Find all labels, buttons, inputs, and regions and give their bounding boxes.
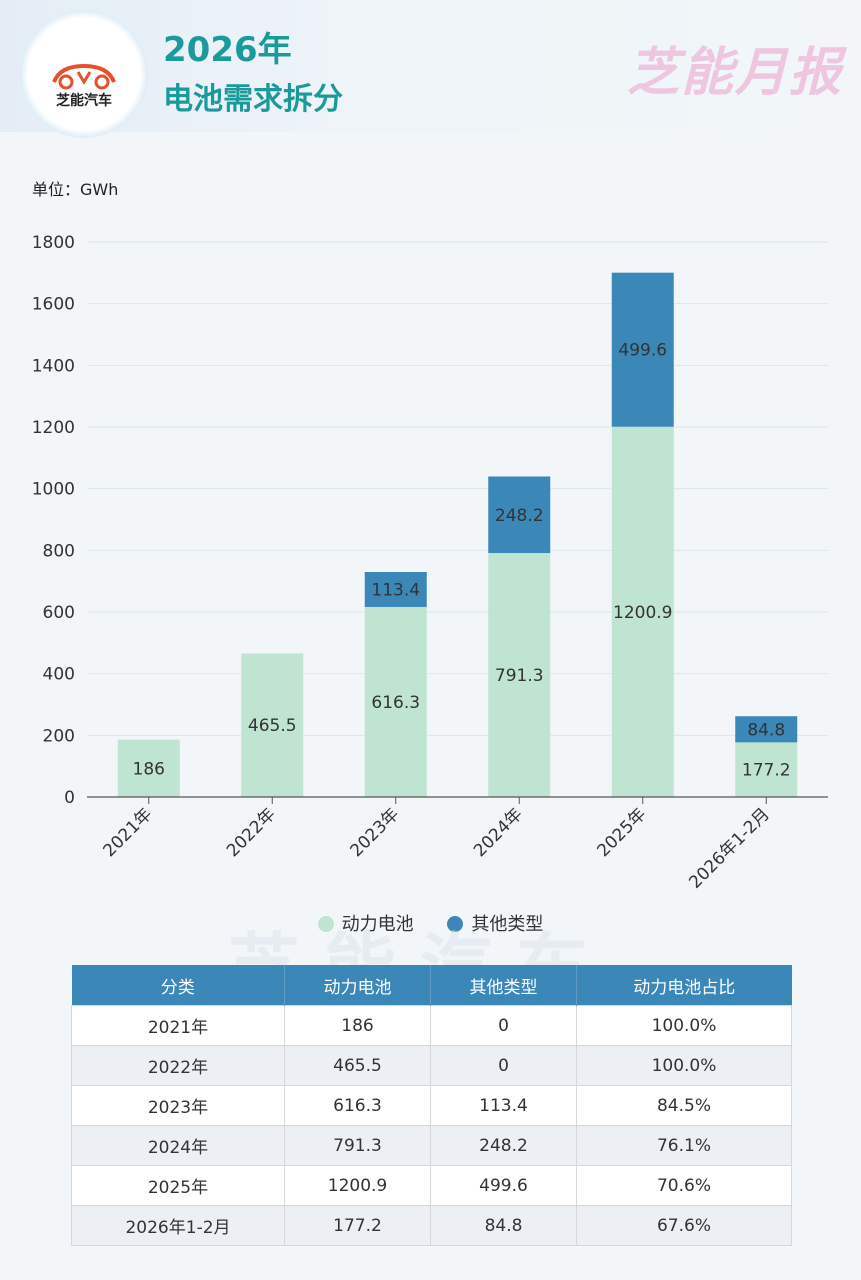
y-tick-label: 800 bbox=[43, 541, 75, 561]
data-label: 113.4 bbox=[371, 580, 420, 600]
data-label: 616.3 bbox=[371, 693, 420, 713]
table-row: 2025年 1200.9 499.6 70.6% bbox=[71, 1165, 792, 1206]
table-cell: 67.6% bbox=[576, 1205, 792, 1246]
table-cell: 2021年 bbox=[71, 1005, 285, 1046]
y-tick-label: 1000 bbox=[32, 480, 75, 500]
y-tick-label: 600 bbox=[43, 603, 75, 623]
bar-other bbox=[488, 476, 551, 554]
table-cell: 248.2 bbox=[430, 1125, 577, 1166]
logo-inner: 芝能汽车 bbox=[38, 28, 130, 120]
bar-power bbox=[735, 742, 798, 797]
table-header-cell: 分类 bbox=[71, 965, 285, 1006]
y-tick-label: 200 bbox=[43, 726, 75, 746]
x-tick-label: 2022年 bbox=[223, 804, 280, 861]
y-tick-label: 1600 bbox=[32, 295, 75, 315]
table-cell: 84.8 bbox=[430, 1205, 577, 1246]
logo-badge: 芝能汽车 bbox=[20, 10, 148, 138]
table-cell: 791.3 bbox=[284, 1125, 431, 1166]
table-cell: 2026年1-2月 bbox=[71, 1205, 285, 1246]
table-header-row: 分类 动力电池 其他类型 动力电池占比 bbox=[71, 965, 792, 1006]
x-tick-label: 2026年1-2月 bbox=[685, 804, 773, 892]
data-label: 177.2 bbox=[742, 761, 791, 781]
table-row: 2023年 616.3 113.4 84.5% bbox=[71, 1085, 792, 1126]
car-logo-icon bbox=[52, 63, 116, 90]
table-cell: 113.4 bbox=[430, 1085, 577, 1126]
data-label: 499.6 bbox=[618, 341, 667, 361]
data-label: 248.2 bbox=[495, 506, 544, 526]
legend-label-power: 动力电池 bbox=[341, 914, 414, 935]
table-cell: 499.6 bbox=[430, 1165, 577, 1206]
table-cell: 186 bbox=[284, 1005, 431, 1046]
legend-swatch-other bbox=[447, 916, 464, 932]
y-tick-label: 400 bbox=[43, 665, 75, 685]
bar-power bbox=[241, 653, 304, 797]
table-cell: 177.2 bbox=[284, 1205, 431, 1246]
legend-item-power: 动力电池 bbox=[317, 910, 414, 936]
data-label: 465.5 bbox=[248, 716, 297, 736]
data-label: 186 bbox=[133, 759, 165, 779]
x-tick-label: 2024年 bbox=[470, 804, 527, 861]
table-cell: 0 bbox=[430, 1045, 577, 1086]
bar-power bbox=[488, 553, 551, 797]
table-header-cell: 动力电池占比 bbox=[576, 965, 792, 1006]
y-tick-label: 1200 bbox=[32, 418, 75, 438]
data-label: 84.8 bbox=[747, 720, 785, 740]
table-cell: 76.1% bbox=[576, 1125, 792, 1166]
table-cell: 2022年 bbox=[71, 1045, 285, 1086]
bar-power bbox=[117, 739, 180, 797]
table-cell: 465.5 bbox=[284, 1045, 431, 1086]
brand-mark: 芝能月报 bbox=[626, 43, 843, 103]
data-label: 791.3 bbox=[495, 666, 544, 686]
table-cell: 0 bbox=[430, 1005, 577, 1046]
stacked-bar-chart: 0 200 400 600 800 1000 1200 1400 1600 1800 186 2021… bbox=[32, 233, 828, 893]
table-cell: 2023年 bbox=[71, 1085, 285, 1126]
bar-power bbox=[611, 426, 674, 797]
legend-swatch-power bbox=[317, 916, 334, 932]
legend: 动力电池 其他类型 bbox=[0, 910, 861, 936]
table-cell: 70.6% bbox=[576, 1165, 792, 1206]
page-title: 电池需求拆分 bbox=[163, 82, 343, 117]
table-header-cell: 动力电池 bbox=[284, 965, 431, 1006]
y-tick-label: 1400 bbox=[32, 356, 75, 376]
logo-text: 芝能汽车 bbox=[56, 93, 112, 109]
x-tick-label: 2023年 bbox=[347, 804, 404, 861]
x-tick-label: 2021年 bbox=[100, 804, 157, 861]
bar-other bbox=[364, 572, 427, 607]
table-header-cell: 其他类型 bbox=[430, 965, 577, 1006]
x-tick-label: 2025年 bbox=[594, 804, 651, 861]
table-row: 2022年 465.5 0 100.0% bbox=[71, 1045, 792, 1086]
table-cell: 100.0% bbox=[576, 1005, 792, 1046]
table-cell: 616.3 bbox=[284, 1085, 431, 1126]
table-row: 2021年 186 0 100.0% bbox=[71, 1005, 792, 1046]
bar-power bbox=[364, 606, 427, 797]
y-tick-label: 1800 bbox=[32, 233, 75, 253]
bar-other bbox=[735, 716, 798, 743]
table-row: 2024年 791.3 248.2 76.1% bbox=[71, 1125, 792, 1166]
table-cell: 2024年 bbox=[71, 1125, 285, 1166]
table-cell: 100.0% bbox=[576, 1045, 792, 1086]
bar-other bbox=[611, 272, 674, 427]
table-cell: 84.5% bbox=[576, 1085, 792, 1126]
y-tick-label: 0 bbox=[64, 788, 75, 808]
unit-label: 单位：GWh bbox=[32, 180, 119, 199]
legend-item-other: 其他类型 bbox=[447, 910, 543, 936]
table-cell: 2025年 bbox=[71, 1165, 285, 1206]
table-cell: 1200.9 bbox=[284, 1165, 431, 1206]
data-label: 1200.9 bbox=[613, 603, 672, 623]
page-title-year: 2026年 bbox=[163, 30, 292, 70]
data-table: 分类 动力电池 其他类型 动力电池占比 2021年 186 0 100.0% 2… bbox=[71, 965, 792, 1246]
legend-label-other: 其他类型 bbox=[471, 914, 544, 935]
table-row: 2026年1-2月 177.2 84.8 67.6% bbox=[71, 1205, 792, 1246]
